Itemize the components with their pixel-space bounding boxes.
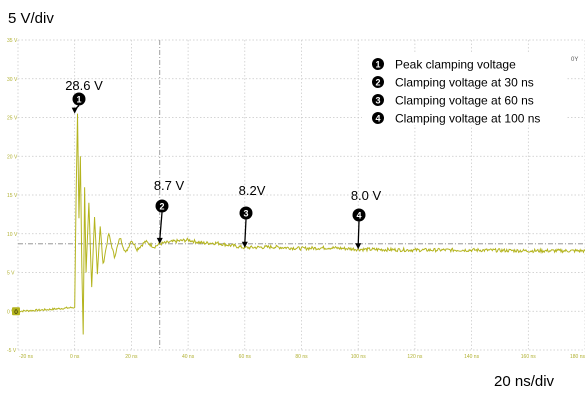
y-tick-label: 5 V <box>7 271 15 277</box>
x-tick-label: 180 ns <box>570 354 585 360</box>
annotation-value-label: 8.0 V <box>351 188 382 203</box>
y-tick-label: 0 V <box>7 309 15 315</box>
annotation-arrow-head <box>156 237 163 244</box>
legend-badge-number: 4 <box>375 114 380 124</box>
x-tick-label: 40 ns <box>182 354 195 360</box>
annotations: 28.6 V 1 8.7 V 2 8.2V 3 8.0 V 4 <box>65 78 382 250</box>
zero-y-marker: 0Y <box>571 57 578 63</box>
x-tick-label: 80 ns <box>295 354 308 360</box>
annotation-badge-number: 4 <box>356 211 361 221</box>
legend-item-label: Clamping voltage at 100 ns <box>395 112 540 126</box>
legend-badge-number: 1 <box>375 60 380 70</box>
annotation-badge <box>155 199 169 213</box>
x-tick-label: 120 ns <box>407 354 423 360</box>
ground-marker-label: 0 <box>14 310 18 316</box>
time-per-div-label: 20 ns/div <box>494 373 555 390</box>
x-tick-label: -20 ns <box>19 354 33 360</box>
x-tick-labels: -20 ns 0 ns 20 ns 40 ns 60 ns 80 ns 100 ns 120 … <box>19 354 585 360</box>
x-tick-label: 160 ns <box>521 354 537 360</box>
annotation-value-label: 28.6 V <box>65 78 103 93</box>
annotation-badge-number: 1 <box>76 95 81 105</box>
annotation-value-label: 8.2V <box>239 183 266 198</box>
annotation-arrow-shaft <box>244 219 247 244</box>
grid <box>17 39 585 351</box>
annotation-arrow-head <box>355 243 362 250</box>
x-tick-label: 140 ns <box>464 354 480 360</box>
legend-item-label: Clamping voltage at 60 ns <box>395 94 534 108</box>
voltage-trace <box>17 113 585 335</box>
legend-box <box>362 54 567 125</box>
x-tick-label: 20 ns <box>125 354 138 360</box>
ground-marker-box <box>12 307 20 316</box>
annotation-arrow-head <box>71 107 78 114</box>
y-tick-label: 10 V <box>7 232 18 238</box>
annotation-value-label: 8.7 V <box>154 178 185 193</box>
annotation-arrow-shaft <box>357 221 360 246</box>
annotation-badge <box>352 208 366 222</box>
legend-badge-number: 2 <box>375 78 380 88</box>
y-tick-label: 20 V <box>7 154 18 160</box>
annotation-arrow-head <box>241 241 248 248</box>
reference-lines <box>18 40 585 350</box>
y-tick-label: 30 V <box>7 77 18 83</box>
annotation-badge <box>72 92 86 106</box>
legend-badge-number: 3 <box>375 96 380 106</box>
annotation-badge-number: 3 <box>243 209 248 219</box>
legend-item-label: Clamping voltage at 30 ns <box>395 76 534 90</box>
ground-marker: 0 <box>12 307 20 316</box>
legend-badge <box>372 76 384 88</box>
legend: 1 Peak clamping voltage 2 Clamping voltage … <box>362 54 567 126</box>
x-tick-label: 0 ns <box>70 354 80 360</box>
annotation-badge <box>239 206 253 220</box>
y-tick-labels: 35 V 30 V 25 V 20 V 15 V 10 V 5 V 0 V -5 V <box>7 38 18 354</box>
x-tick-label: 60 ns <box>239 354 252 360</box>
x-tick-label: 100 ns <box>351 354 367 360</box>
volts-per-div-label: 5 V/div <box>8 10 54 27</box>
legend-badge <box>372 58 384 70</box>
y-tick-label: 15 V <box>7 193 18 199</box>
legend-badge <box>372 94 384 106</box>
legend-badge <box>372 112 384 124</box>
annotation-arrow-shaft <box>159 212 163 240</box>
trace-line <box>17 113 585 335</box>
legend-item-label: Peak clamping voltage <box>395 58 516 72</box>
y-tick-label: -5 V <box>7 348 17 354</box>
annotation-badge-number: 2 <box>159 202 164 212</box>
y-tick-label: 35 V <box>7 38 18 44</box>
y-tick-label: 25 V <box>7 116 18 122</box>
